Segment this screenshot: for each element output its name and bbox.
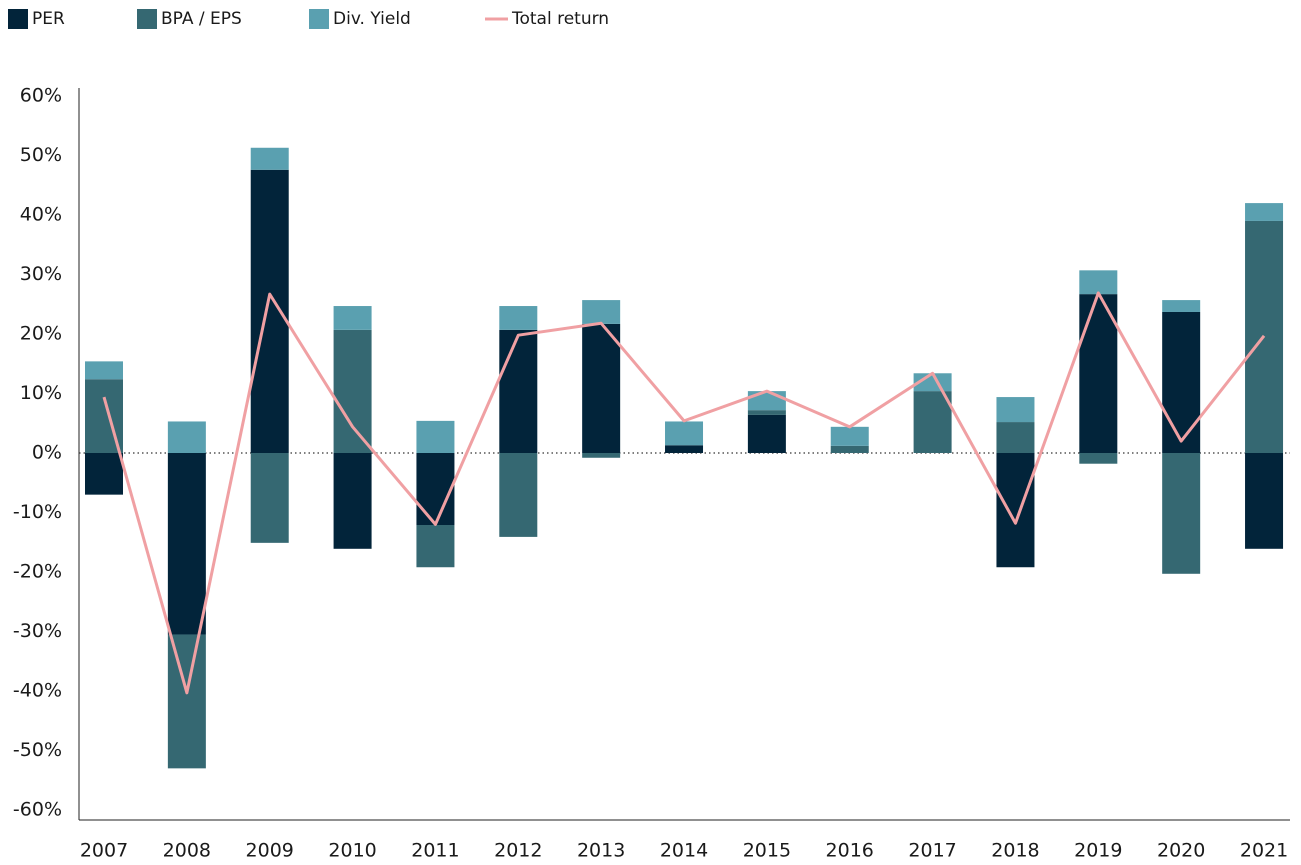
y-tick-label: 40% <box>20 204 62 226</box>
bar-segment <box>996 453 1035 568</box>
y-tick-label: 50% <box>20 144 62 166</box>
x-tick-label: 2012 <box>494 840 542 862</box>
bar-segment <box>1162 453 1201 574</box>
bar-segment <box>1079 453 1118 464</box>
bar-segment <box>333 453 372 549</box>
bar-segment <box>747 414 786 453</box>
bar-segment <box>167 421 206 453</box>
bar-segment <box>830 445 869 453</box>
x-tick-label: 2009 <box>246 840 294 862</box>
legend-swatch <box>8 9 28 29</box>
bar-segment <box>499 453 538 537</box>
bar-segment <box>1079 294 1118 453</box>
legend-label: PER <box>32 9 65 29</box>
bar-segment <box>416 453 455 525</box>
x-tick-label: 2017 <box>908 840 956 862</box>
bar-segment <box>499 306 538 330</box>
bar-segment <box>996 397 1035 423</box>
bar-segment <box>167 453 206 635</box>
bar-segment <box>499 329 538 453</box>
bar-segment <box>582 453 621 458</box>
bar-segment <box>333 306 372 330</box>
legend-label: BPA / EPS <box>161 9 242 29</box>
bar-segment <box>913 391 952 453</box>
x-tick-label: 2013 <box>577 840 625 862</box>
x-tick-label: 2020 <box>1157 840 1205 862</box>
x-tick-label: 2014 <box>660 840 708 862</box>
bar-segment <box>416 420 455 453</box>
legend-swatch <box>309 9 329 29</box>
x-tick-label: 2007 <box>80 840 128 862</box>
bar-segment <box>167 634 206 769</box>
x-tick-label: 2010 <box>328 840 376 862</box>
y-tick-label: -30% <box>13 620 62 642</box>
y-tick-label: -10% <box>13 501 62 523</box>
x-tick-label: 2021 <box>1240 840 1288 862</box>
y-tick-label: -40% <box>13 680 62 702</box>
bar-segment <box>665 421 704 446</box>
legend-label: Div. Yield <box>333 9 411 29</box>
x-tick-label: 2018 <box>991 840 1039 862</box>
legend-swatch <box>137 9 157 29</box>
x-tick-label: 2011 <box>411 840 459 862</box>
bar-segment <box>996 422 1035 453</box>
legend-label: Total return <box>511 9 609 29</box>
y-tick-label: 30% <box>20 263 62 285</box>
bar-segment <box>250 453 289 543</box>
y-tick-label: 10% <box>20 382 62 404</box>
bar-segment <box>747 391 786 411</box>
bar-segment <box>1162 300 1201 312</box>
bar-segment <box>665 445 704 453</box>
y-tick-label: -60% <box>13 799 62 821</box>
y-tick-label: 20% <box>20 323 62 345</box>
x-tick-label: 2008 <box>163 840 211 862</box>
bar-segment <box>333 329 372 453</box>
bar-segment <box>85 453 123 495</box>
bar-segment <box>747 410 786 415</box>
bar-segment <box>416 524 455 568</box>
total-return-line <box>102 291 1266 695</box>
bar-segment <box>1245 453 1284 549</box>
bar-segment <box>1245 203 1284 221</box>
x-tick-label: 2019 <box>1074 840 1122 862</box>
bar-segment <box>250 169 289 453</box>
bar-segment <box>85 361 123 380</box>
bar-segment <box>250 147 289 170</box>
y-tick-label: 60% <box>20 85 62 107</box>
y-tick-label: -20% <box>13 561 62 583</box>
bar-segment <box>582 300 621 324</box>
y-tick-label: 0% <box>32 442 62 464</box>
bar-segment <box>1079 270 1118 295</box>
x-tick-label: 2015 <box>743 840 791 862</box>
bar-segment <box>582 323 621 453</box>
x-tick-label: 2016 <box>826 840 874 862</box>
y-tick-label: -50% <box>13 739 62 761</box>
bar-segment <box>830 426 869 446</box>
bar-segment <box>1162 311 1201 453</box>
